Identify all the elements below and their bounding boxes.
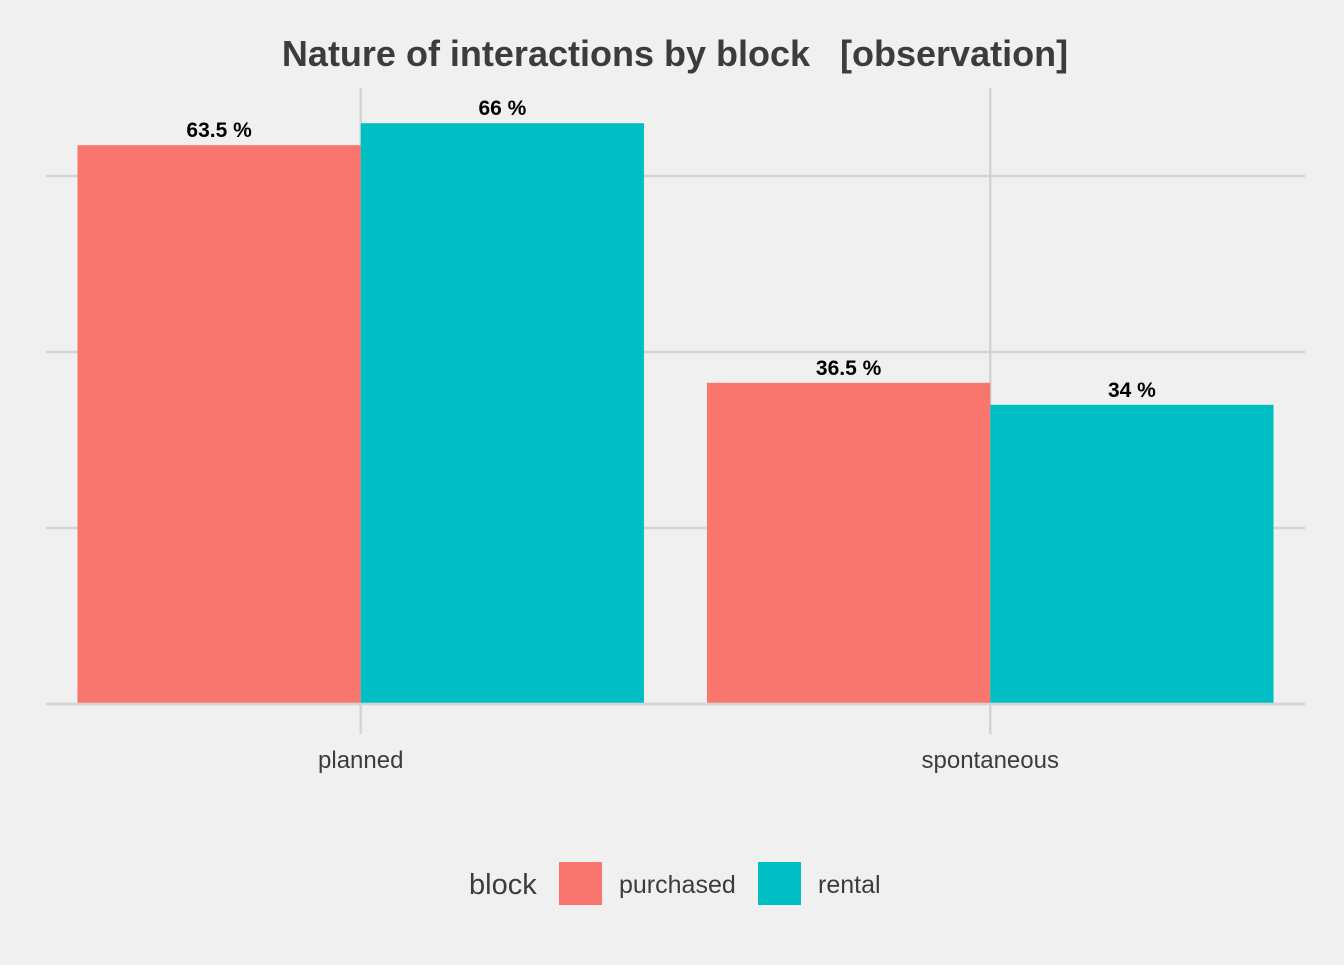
bar-value-label: 36.5 % xyxy=(816,357,882,380)
legend-title: block xyxy=(469,869,537,901)
bar-value-label: 34 % xyxy=(1108,379,1156,402)
x-axis: planned spontaneous xyxy=(46,702,1305,774)
bar-purchased-planned xyxy=(77,145,361,704)
legend-key-purchased xyxy=(559,862,602,905)
legend-label-purchased: purchased xyxy=(619,871,736,899)
chart-title: Nature of interactions by block [observa… xyxy=(282,33,1068,74)
x-tick-label: planned xyxy=(318,747,403,774)
bar-purchased-spontaneous xyxy=(706,382,991,704)
legend-key-rental xyxy=(758,862,801,905)
legend: block purchased rental xyxy=(469,862,881,905)
bar-value-label: 63.5 % xyxy=(186,119,252,142)
bar-labels-layer: 63.5 % 66 % 36.5 % 34 % xyxy=(186,97,1156,402)
x-tick-label: spontaneous xyxy=(922,747,1059,774)
bars-layer xyxy=(77,123,1274,704)
bar-rental-planned xyxy=(360,123,645,704)
bar-value-label: 66 % xyxy=(478,97,526,120)
legend-label-rental: rental xyxy=(818,871,881,899)
bar-rental-spontaneous xyxy=(990,404,1274,704)
